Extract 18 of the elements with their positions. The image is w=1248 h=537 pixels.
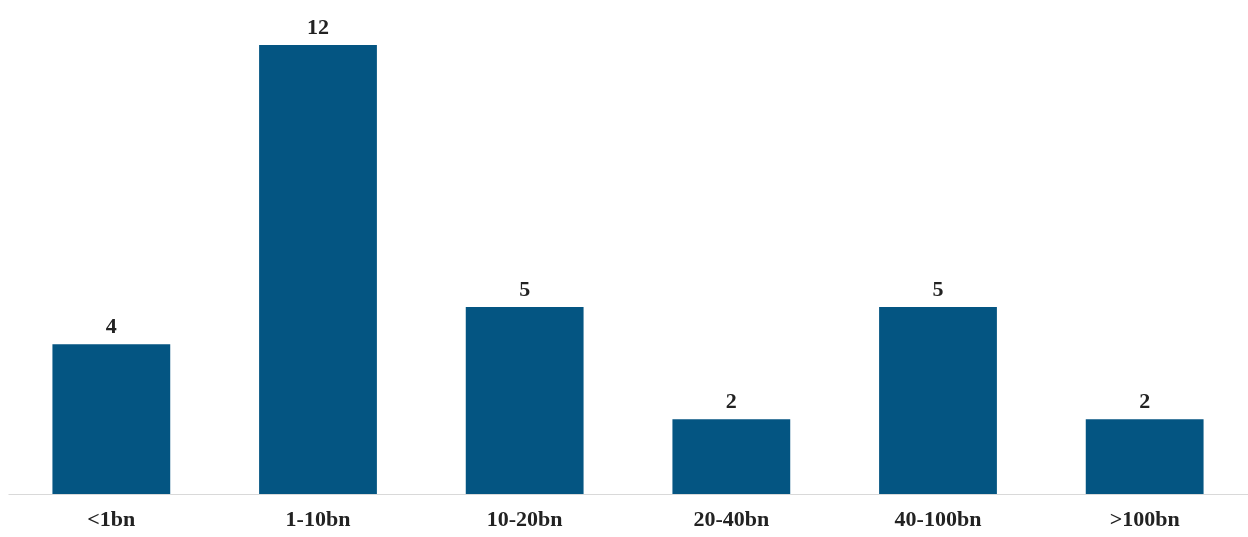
data-label: 2 (725, 388, 737, 414)
x-tick-label: 1-10bn (285, 505, 351, 531)
bar (1085, 419, 1204, 494)
bar (672, 419, 791, 494)
data-label: 2 (1139, 388, 1151, 414)
x-tick-label: 10-20bn (486, 505, 563, 531)
data-label: 12 (307, 14, 329, 39)
bar (259, 45, 377, 494)
bar (879, 306, 997, 494)
x-tick-label: 20-40bn (693, 505, 770, 531)
data-label: 4 (105, 313, 117, 339)
x-tick-label: 40-100bn (894, 505, 982, 531)
bar (52, 344, 171, 494)
x-tick-label: >100bn (1109, 505, 1180, 531)
bar (465, 306, 584, 494)
data-label: 5 (932, 275, 944, 301)
x-tick-label: <1bn (87, 505, 136, 531)
data-label: 5 (519, 275, 531, 301)
